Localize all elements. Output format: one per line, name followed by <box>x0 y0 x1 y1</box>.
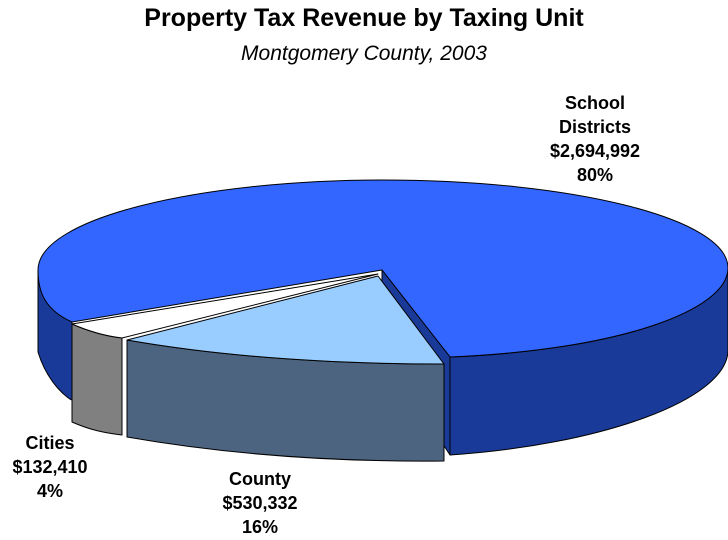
slice-label-school-districts-value: $2,694,992 <box>549 141 641 161</box>
slice-label-cities-name: Cities <box>25 433 75 453</box>
slice-label-county-percent: 16% <box>241 517 279 537</box>
slice-label-school-districts-name-line-1: School <box>564 93 625 113</box>
chart-subtitle: Montgomery County, 2003 <box>241 42 487 65</box>
slice-school-districts-top <box>37 179 728 358</box>
slice-label-county-name: County <box>229 469 291 489</box>
slice-label-cities-percent: 4% <box>36 481 63 501</box>
slice-label-school-districts-percent: 80% <box>576 165 614 185</box>
slice-label-school-districts: School Districts $2,694,992 80% <box>520 91 670 187</box>
slice-cities-side <box>71 323 123 436</box>
slice-label-cities: Cities $132,410 4% <box>0 431 110 503</box>
slice-label-county: County $530,332 16% <box>185 467 335 539</box>
slice-label-cities-value: $132,410 <box>12 457 88 477</box>
slice-county <box>126 275 445 462</box>
slice-cities <box>71 273 379 436</box>
chart-title: Property Tax Revenue by Taxing Unit <box>144 4 584 32</box>
slice-county-top <box>126 275 445 365</box>
slice-label-school-districts-name-line-2: Districts <box>558 117 632 137</box>
slice-cities-top <box>71 273 379 339</box>
slice-label-county-value: $530,332 <box>222 493 298 513</box>
